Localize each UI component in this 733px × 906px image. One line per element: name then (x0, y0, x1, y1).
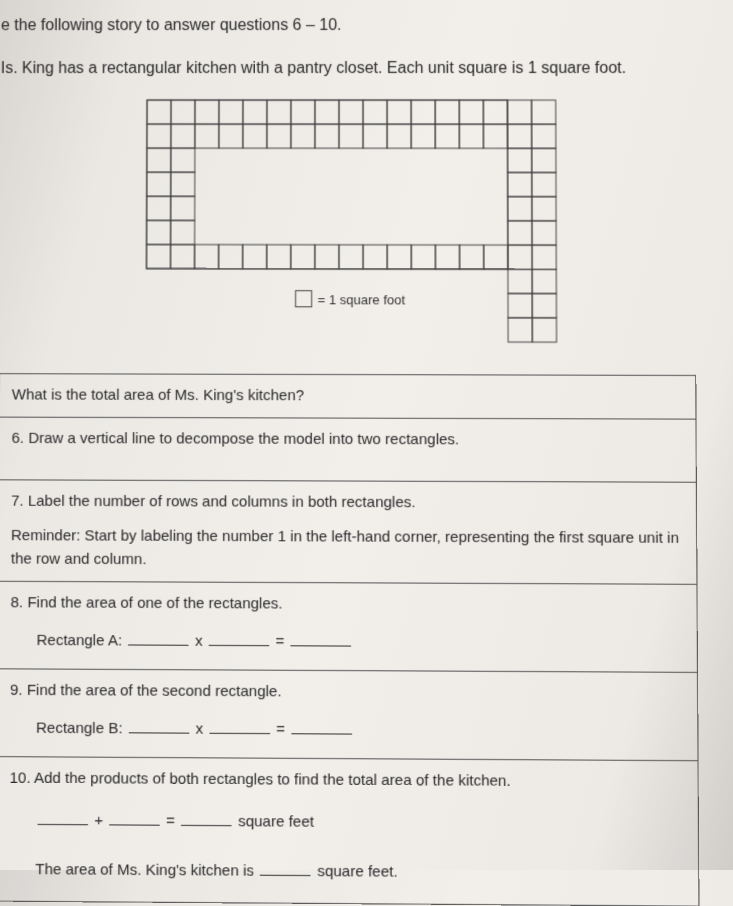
intro-block: e the following story to answer question… (1, 12, 695, 84)
q9-blank-3[interactable] (291, 718, 352, 734)
table-header: What is the total area of Ms. King's kit… (0, 373, 696, 419)
q9-op-eq: = (276, 720, 285, 737)
q8-blank-3[interactable] (291, 631, 352, 647)
kitchen-figure: = 1 square foot (0, 94, 696, 357)
question-8: 8. Find the area of one of the rectangle… (0, 581, 697, 672)
q10-text: 10. Add the products of both rectangles … (9, 768, 685, 795)
q10-equation: + = square feet (35, 809, 685, 836)
kitchen-grid-svg: = 1 square foot (126, 94, 569, 356)
q9-text: 9. Find the area of the second rectangle… (10, 680, 685, 707)
final-answer-line: The area of Ms. King's kitchen is square… (9, 859, 686, 887)
q9-equation: Rectangle B: x = (36, 717, 685, 744)
q9-blank-1[interactable] (129, 718, 190, 734)
q10-blank-3[interactable] (181, 810, 232, 826)
q7-reminder: Reminder: Start by labeling the number 1… (11, 525, 684, 574)
final-pre: The area of Ms. King's kitchen is (35, 861, 254, 880)
worksheet-page: e the following story to answer question… (0, 12, 699, 906)
q8-text: 8. Find the area of one of the rectangle… (11, 592, 685, 618)
q7-text: 7. Label the number of rows and columns … (11, 490, 684, 515)
q9-label: Rectangle B: (36, 719, 123, 737)
q8-op-times: x (195, 632, 203, 649)
q10-blank-1[interactable] (38, 809, 89, 825)
q8-blank-1[interactable] (128, 630, 188, 646)
q10-op-eq: = (166, 812, 175, 830)
q8-equation: Rectangle A: x = (36, 629, 684, 655)
final-post: square feet. (317, 863, 397, 881)
question-10: 10. Add the products of both rectangles … (0, 757, 699, 906)
q10-op-plus: + (94, 812, 103, 829)
final-blank[interactable] (260, 860, 311, 876)
questions-table: What is the total area of Ms. King's kit… (0, 373, 699, 906)
q10-blank-2[interactable] (109, 810, 160, 826)
question-7: 7. Label the number of rows and columns … (0, 479, 697, 584)
question-6: 6. Draw a vertical line to decompose the… (0, 417, 696, 482)
question-9: 9. Find the area of the second rectangle… (0, 669, 698, 761)
q8-op-eq: = (276, 633, 285, 650)
q6-text: 6. Draw a vertical line to decompose the… (11, 430, 459, 449)
intro-line-2: Is. King has a rectangular kitchen with … (1, 55, 695, 84)
q8-label: Rectangle A: (36, 631, 122, 649)
svg-text:= 1 square foot: = 1 square foot (317, 291, 405, 306)
intro-line-1: e the following story to answer question… (1, 12, 694, 41)
q10-unit: square feet (238, 812, 314, 830)
q9-op-times: x (196, 720, 204, 737)
q8-blank-2[interactable] (209, 630, 270, 646)
q9-blank-2[interactable] (209, 718, 270, 734)
